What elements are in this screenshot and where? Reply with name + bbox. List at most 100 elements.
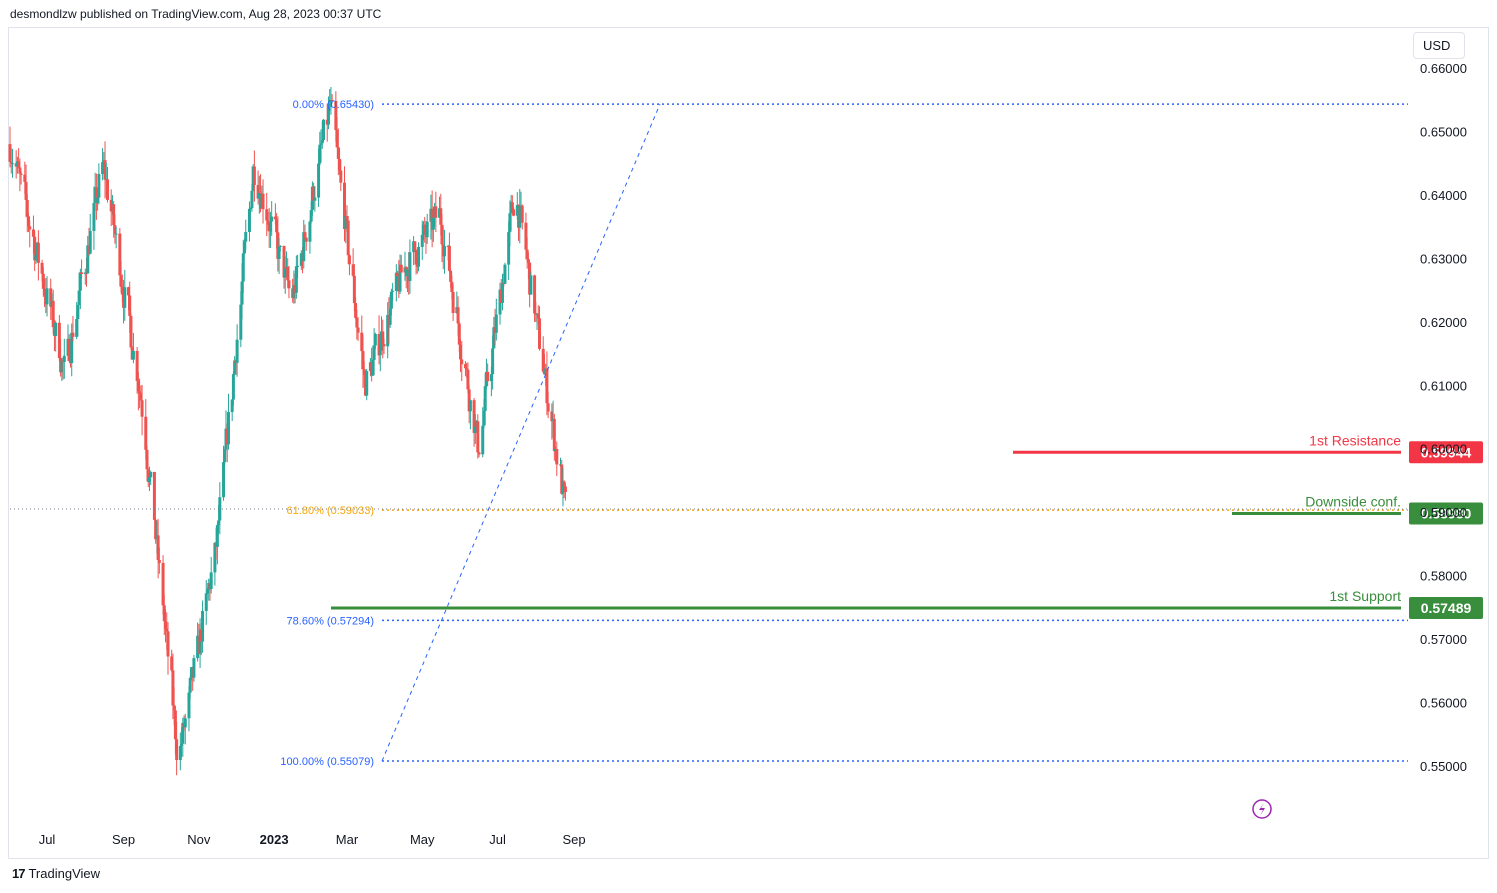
- candle-body: [96, 197, 100, 204]
- candle-body: [468, 400, 472, 412]
- currency-button[interactable]: USD: [1413, 32, 1465, 59]
- candle-body: [503, 264, 507, 284]
- x-tick-label: Nov: [187, 832, 211, 847]
- candle-body: [175, 739, 179, 761]
- chart-frame: [8, 27, 1489, 859]
- candle-body: [156, 535, 160, 560]
- candle-body: [507, 232, 511, 265]
- candle-body: [382, 344, 386, 347]
- level-label: 1st Resistance: [1309, 432, 1401, 448]
- fib-level-label: 78.60% (0.57294): [287, 615, 374, 627]
- lightning-icon[interactable]: [1252, 799, 1272, 819]
- candle-body: [489, 374, 493, 382]
- candle-body: [103, 160, 107, 180]
- candle-body: [287, 280, 291, 289]
- candle-body: [309, 210, 313, 222]
- candle-body: [230, 399, 234, 413]
- footer: 17 TradingView: [12, 866, 100, 881]
- candle-body: [373, 333, 377, 346]
- candle-body: [24, 181, 28, 200]
- candle-body: [510, 202, 514, 210]
- candle-body: [88, 230, 92, 254]
- candle-body: [451, 291, 455, 313]
- candle-body: [518, 205, 522, 228]
- candle-body: [459, 344, 463, 360]
- candle-body: [282, 245, 286, 278]
- candle-body: [244, 231, 248, 242]
- candle-body: [440, 224, 444, 245]
- candle-body: [434, 206, 438, 218]
- candle-body: [334, 100, 338, 130]
- candle-body: [45, 288, 49, 305]
- candle-body: [494, 314, 498, 333]
- time-axis[interactable]: Jul Sep Nov 2023 Mar May Jul Sep: [39, 832, 586, 847]
- price-badge: [1409, 597, 1483, 620]
- candle-body: [320, 139, 324, 144]
- candle-body: [97, 173, 101, 198]
- candle-body: [51, 300, 55, 328]
- candle-body: [396, 272, 400, 277]
- candle-body: [94, 187, 98, 204]
- tradingview-logo-icon[interactable]: 17: [12, 866, 26, 881]
- candle-body: [361, 351, 365, 370]
- candle-body: [286, 266, 290, 281]
- candle-body: [352, 275, 356, 304]
- candle-body: [250, 190, 254, 209]
- candle-body: [561, 481, 565, 494]
- candle-body: [27, 216, 31, 227]
- candle-body: [9, 161, 13, 164]
- fib-trend-line: [381, 103, 661, 762]
- candle-body: [529, 275, 533, 295]
- y-tick-label: 0.64000: [1420, 188, 1467, 203]
- candle-body: [536, 313, 540, 319]
- candle-body: [112, 204, 116, 226]
- candle-body: [256, 185, 260, 199]
- candle-body: [283, 268, 287, 278]
- candle-body: [75, 319, 79, 337]
- candle-body: [265, 209, 269, 221]
- candle-body: [60, 360, 64, 373]
- price-axis[interactable]: 0.66000 0.65000 0.64000 0.63000 0.62000 0.610…: [1420, 61, 1467, 774]
- candle-body: [520, 205, 524, 223]
- candle-body: [347, 255, 351, 265]
- candle-body: [36, 242, 40, 263]
- candle-body: [477, 452, 481, 455]
- candle-body: [40, 262, 44, 274]
- candle-body: [161, 562, 165, 606]
- candle-body: [146, 469, 150, 482]
- candle-body: [19, 173, 23, 175]
- candle-body: [41, 273, 45, 289]
- candle-body: [138, 391, 142, 394]
- candle-body: [183, 718, 187, 728]
- misc: [10, 508, 1408, 819]
- candle-body: [171, 670, 175, 706]
- candle-body: [381, 331, 385, 345]
- candle-body: [312, 186, 316, 201]
- y-tick-label: 0.62000: [1420, 315, 1467, 330]
- x-tick-label: Mar: [336, 832, 359, 847]
- candle-body: [241, 253, 245, 282]
- candle-body: [23, 174, 27, 182]
- candle-body: [128, 295, 132, 316]
- level-label: Downside conf.: [1305, 493, 1401, 509]
- fib-retracement: 0.00% (0.65430) 61.80% (0.59033) 78.60% (0…: [280, 99, 1408, 768]
- candle-body: [92, 202, 96, 231]
- candle-body: [525, 249, 529, 260]
- fib-level-label: 61.80% (0.59033): [287, 505, 374, 517]
- candle-body: [450, 281, 454, 292]
- candle-body: [465, 368, 469, 370]
- brand-name[interactable]: TradingView: [28, 866, 101, 881]
- candle-body: [318, 144, 322, 164]
- candle-body: [270, 216, 274, 222]
- candle-body: [217, 520, 221, 526]
- candle-body: [500, 283, 504, 303]
- candle-body: [460, 359, 464, 365]
- candle-body: [49, 288, 53, 307]
- candle-body: [188, 678, 192, 693]
- candle-body: [365, 371, 369, 396]
- candle-body: [508, 213, 512, 233]
- candle-body: [545, 368, 549, 404]
- candle-body: [563, 486, 567, 493]
- candle-body: [180, 743, 184, 747]
